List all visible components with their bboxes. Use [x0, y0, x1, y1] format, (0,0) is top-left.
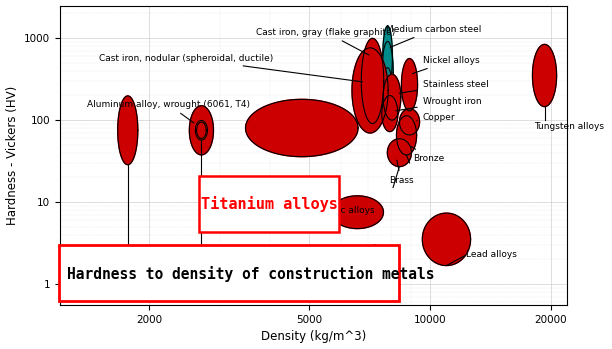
Text: Bronze: Bronze [411, 146, 445, 163]
X-axis label: Density (kg/m^3): Density (kg/m^3) [261, 331, 367, 343]
Polygon shape [387, 139, 411, 166]
Polygon shape [383, 74, 401, 120]
Polygon shape [401, 59, 417, 111]
Text: Cast iron, gray (flake graphite): Cast iron, gray (flake graphite) [256, 28, 395, 55]
Polygon shape [382, 26, 392, 87]
Polygon shape [118, 96, 138, 165]
Polygon shape [422, 213, 471, 266]
Polygon shape [370, 245, 379, 281]
Polygon shape [383, 68, 392, 110]
Text: Aluminum alloy, wrought (6061, T4): Aluminum alloy, wrought (6061, T4) [87, 100, 250, 123]
Text: Wrought iron: Wrought iron [396, 97, 481, 111]
FancyBboxPatch shape [59, 245, 399, 301]
Polygon shape [352, 48, 388, 133]
Text: Titanium alloys: Titanium alloys [201, 196, 338, 212]
Polygon shape [361, 38, 384, 124]
Polygon shape [189, 106, 214, 155]
Polygon shape [382, 96, 398, 132]
Text: Tungsten alloys: Tungsten alloys [534, 122, 604, 131]
FancyBboxPatch shape [200, 176, 339, 232]
Text: Nickel alloys: Nickel alloys [412, 56, 479, 74]
Polygon shape [245, 99, 358, 157]
Text: Hardness to density of construction metals: Hardness to density of construction meta… [67, 266, 434, 282]
Y-axis label: Hardness - Vickers (HV): Hardness - Vickers (HV) [6, 86, 18, 225]
Text: Cast iron, nodular (spheroidal, ductile): Cast iron, nodular (spheroidal, ductile) [99, 54, 362, 82]
Text: Magnesium alloys: Magnesium alloys [81, 245, 162, 254]
Text: Medium carbon steel: Medium carbon steel [387, 25, 482, 47]
Text: Zinc alloys: Zinc alloys [326, 206, 374, 215]
Polygon shape [532, 44, 556, 107]
Polygon shape [384, 89, 391, 122]
Text: Aluminum, pure (1200, H4): Aluminum, pure (1200, H4) [119, 254, 242, 263]
Polygon shape [400, 109, 420, 135]
Text: Copper: Copper [417, 113, 455, 122]
Polygon shape [195, 120, 207, 140]
Text: Lead alloys: Lead alloys [466, 250, 517, 259]
Polygon shape [196, 122, 206, 139]
Polygon shape [397, 116, 417, 155]
Polygon shape [382, 42, 394, 104]
Text: Brass: Brass [389, 160, 413, 185]
Text: Tin: Tin [355, 282, 368, 291]
Text: Stainless steel: Stainless steel [399, 80, 488, 93]
Polygon shape [331, 196, 384, 229]
